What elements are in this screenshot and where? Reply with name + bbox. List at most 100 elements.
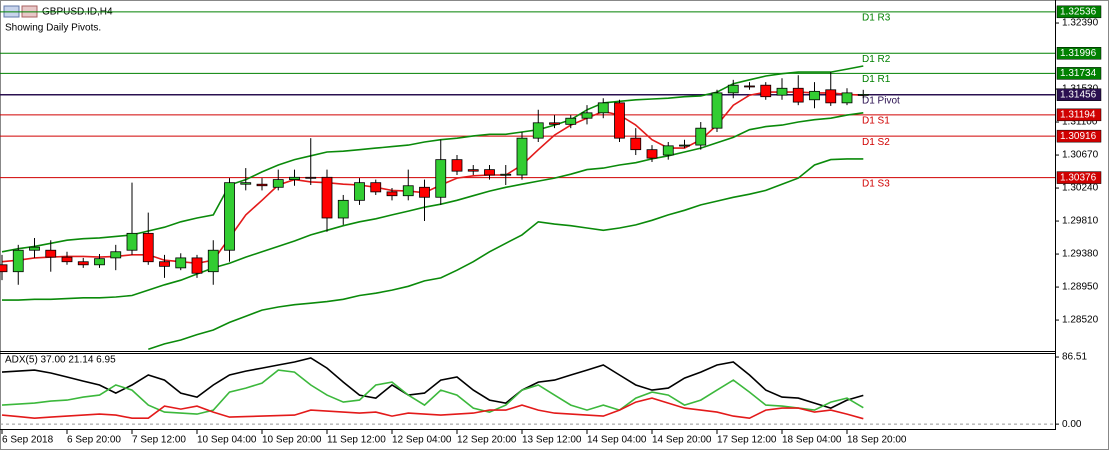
candle-body [159,261,170,267]
candle-body [857,94,869,96]
y-tick-label: 1.28950 [1062,282,1099,293]
plot: 1.28520 1.28950 1.29380 1.29810 1.30240 1.306… [0,5,1102,446]
x-tick-label: 14 Sep 20:00 [652,435,712,446]
pivot-name: D1 R2 [862,54,891,65]
candle-body [12,249,24,273]
candle-body [94,258,105,266]
pivot-price-label: 1.31996 [1060,48,1097,59]
candle-body [500,173,512,176]
candle-body [744,85,755,88]
candle-body [305,176,317,179]
candle-body [435,159,447,198]
candle-body [630,137,642,151]
candle-body [679,144,690,147]
x-tick-label: 13 Sep 12:00 [522,435,582,446]
candle-body [467,169,479,172]
x-tick-label: 11 Sep 12:00 [327,435,386,446]
indicator-line [1,369,864,415]
x-tick-label: 10 Sep 20:00 [262,435,322,446]
candle-body [142,232,154,263]
pivot-price-label: 1.30376 [1060,172,1097,183]
x-tick-label: 6 Sep 20:00 [67,435,121,446]
pivot-price-box [1056,67,1102,80]
pivot-name: D1 R1 [862,74,891,85]
pivot-price-label: 1.31456 [1060,89,1097,100]
indicator-line [1,357,864,409]
candle-body [191,257,203,274]
candle-body [321,176,333,219]
x-tick-label: 12 Sep 04:00 [392,435,452,446]
x-tick-label: 17 Sep 12:00 [717,435,777,446]
candle-body [792,87,804,103]
x-tick-label: 7 Sep 12:00 [132,435,186,446]
y-tick-label: 1.28520 [1062,315,1099,326]
candle-body [825,89,837,104]
candle-body [289,176,300,181]
pivot-price-label: 1.31194 [1060,109,1096,120]
candle-body [402,185,414,197]
candle-body [207,249,219,273]
indicator-line [1,65,864,253]
candle-body [841,92,853,104]
candle-body [597,102,609,114]
indicator-line [148,158,864,350]
candle-body [386,191,398,197]
x-tick-label: 18 Sep 20:00 [847,435,907,446]
x-tick-label: 18 Sep 04:00 [782,435,842,446]
candle-body [224,182,235,251]
candle-body [61,256,73,263]
candle-body [45,249,57,258]
pivot-price-box [1056,129,1102,143]
candle-body [419,186,430,198]
y-tick-label: 1.30670 [1062,150,1099,161]
x-tick-label: 14 Sep 04:00 [587,435,647,446]
pivot-price-box [1056,108,1102,122]
candle-body [354,182,365,201]
pivot-price-box [1056,5,1102,19]
candle-body [581,112,593,119]
candle-body [370,182,382,193]
candle-body [776,87,788,96]
y-tick-label: 1.32390 [1062,18,1099,29]
candle-body [565,117,577,125]
candle-body [532,122,544,139]
y-tick-label: 1.29380 [1062,249,1099,260]
candle-body [0,264,8,273]
subtitle: Showing Daily Pivots. [5,23,101,34]
adx-title: ADX(5) 37.00 21.14 6.95 [5,355,116,366]
candle-body [256,183,268,187]
y-tick-label: 1.31100 [1062,117,1098,128]
candle-body [549,122,560,125]
candle-body [662,145,674,156]
pivot-name: D1 S1 [862,115,890,126]
y-tick-label: 1.30240 [1062,183,1099,194]
candle-body [451,159,463,172]
candle-body [695,127,707,146]
pivot-price-box [1056,47,1102,60]
candle-body [272,179,284,188]
indicator-line [1,397,864,420]
y-tick-label: 0.00 [1062,419,1082,430]
pivot-price-label: 1.31734 [1060,68,1097,79]
candle-body [646,149,658,159]
candle-body [126,232,138,251]
pivot-name: D1 S2 [862,137,890,148]
pivot-price-box [1056,171,1102,184]
candle-body [77,261,89,266]
pivot-name: D1 S3 [862,178,890,189]
candle-body [809,90,820,101]
candle-body [614,102,625,139]
candle-body [711,92,723,129]
candle-body [29,246,40,251]
candle-body [516,137,528,176]
pivot-price-label: 1.30916 [1060,131,1097,142]
x-tick-label: 12 Sep 20:00 [457,435,517,446]
candle-body [175,257,187,269]
candle-body [727,84,739,94]
x-tick-label: 10 Sep 04:00 [197,435,257,446]
candle-body [110,251,122,259]
indicator-line [2,112,864,301]
pivot-name: D1 R3 [862,12,891,23]
